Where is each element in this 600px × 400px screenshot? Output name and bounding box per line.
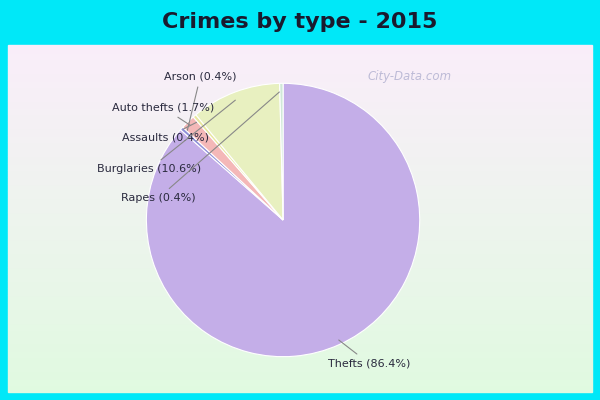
Bar [8, 253, 592, 260]
Text: Thefts (86.4%): Thefts (86.4%) [328, 340, 410, 368]
Bar [8, 128, 592, 135]
Bar [8, 357, 592, 364]
Wedge shape [193, 115, 283, 220]
Bar [8, 184, 592, 191]
Bar [8, 260, 592, 267]
Text: City-Data.com: City-Data.com [367, 70, 451, 83]
Wedge shape [181, 127, 283, 220]
Text: Arson (0.4%): Arson (0.4%) [164, 72, 236, 130]
Bar [8, 66, 592, 73]
Bar [8, 108, 592, 114]
Bar [8, 322, 592, 330]
Bar [8, 121, 592, 128]
Bar [8, 73, 592, 80]
Bar [8, 350, 592, 357]
Bar [8, 344, 592, 350]
Bar [8, 371, 592, 378]
Bar [8, 205, 592, 212]
Bar [8, 45, 592, 52]
Bar [8, 281, 592, 288]
Bar [8, 52, 592, 59]
Text: Crimes by type - 2015: Crimes by type - 2015 [163, 12, 437, 32]
Bar [8, 232, 592, 239]
Bar [8, 336, 592, 344]
Bar [8, 316, 592, 322]
Text: Rapes (0.4%): Rapes (0.4%) [121, 92, 280, 203]
Bar [8, 267, 592, 274]
Bar [8, 239, 592, 246]
Bar [8, 135, 592, 142]
Bar [8, 100, 592, 108]
Text: Assaults (0.4%): Assaults (0.4%) [122, 122, 209, 143]
Wedge shape [280, 83, 283, 220]
Bar [8, 94, 592, 100]
Bar [8, 170, 592, 177]
Bar [8, 177, 592, 184]
Bar [8, 198, 592, 205]
Bar [8, 274, 592, 281]
Bar [8, 163, 592, 170]
Bar [8, 226, 592, 232]
Bar [8, 218, 592, 226]
Bar [8, 364, 592, 371]
Bar [8, 378, 592, 385]
Bar [8, 212, 592, 218]
Bar [8, 288, 592, 295]
Wedge shape [146, 83, 420, 357]
Bar [8, 309, 592, 316]
Bar [8, 295, 592, 302]
Bar [8, 246, 592, 253]
Text: Burglaries (10.6%): Burglaries (10.6%) [97, 100, 235, 174]
Bar [8, 59, 592, 66]
Bar [8, 156, 592, 163]
Bar [8, 142, 592, 149]
Bar [8, 302, 592, 309]
Bar [8, 149, 592, 156]
Text: Auto thefts (1.7%): Auto thefts (1.7%) [112, 103, 215, 125]
Bar [8, 87, 592, 94]
Bar [8, 330, 592, 336]
Wedge shape [183, 117, 283, 220]
Bar [8, 191, 592, 198]
Bar [8, 385, 592, 392]
Bar [8, 80, 592, 87]
Bar [8, 114, 592, 121]
Wedge shape [196, 83, 283, 220]
